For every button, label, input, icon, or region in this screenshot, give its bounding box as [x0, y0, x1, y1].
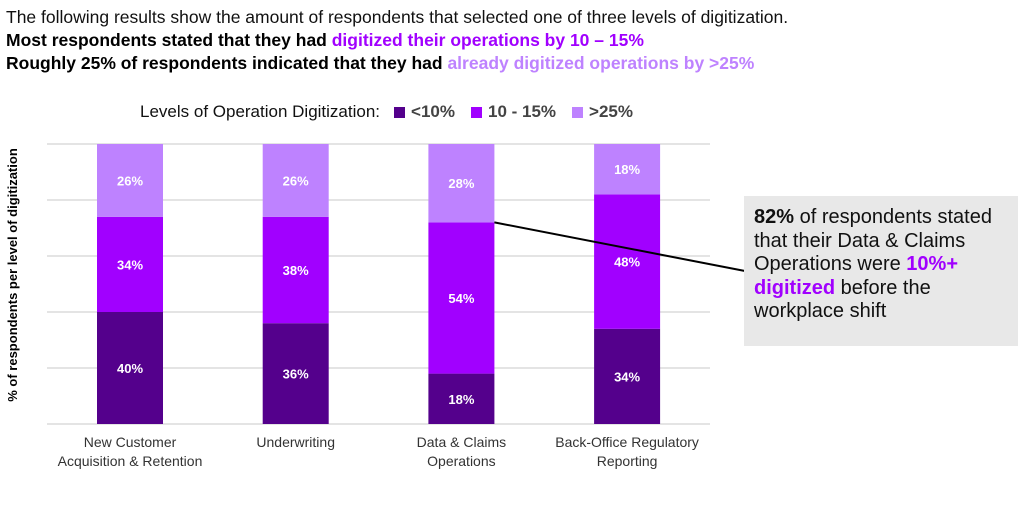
callout-box: 82% of respondents stated that their Dat… [744, 196, 1018, 346]
data-label: 18% [448, 392, 474, 407]
bar-segment [262, 323, 329, 424]
bar-segment [594, 144, 661, 195]
callout-text-2: before the workplace shift [754, 276, 931, 323]
data-label: 40% [117, 361, 143, 376]
legend-swatch-mid [470, 106, 482, 118]
bars [97, 144, 661, 424]
data-label: 26% [283, 173, 309, 188]
data-label: 34% [614, 369, 640, 384]
legend-label-high: >25% [589, 102, 633, 121]
legend-item-mid: 10 - 15% [470, 102, 557, 122]
header-line-2-prefix: Most respondents stated that they had [6, 30, 332, 50]
legend-swatch-high [572, 106, 584, 118]
legend-title: Levels of Operation Digitization: [140, 102, 381, 121]
x-tick-label: Underwriting [256, 434, 335, 450]
annotation-line [494, 221, 746, 272]
data-label: 34% [117, 257, 143, 272]
header-line-3-highlight: already digitized operations by >25% [447, 53, 755, 73]
legend-item-high: >25% [572, 102, 633, 122]
bar-segment [97, 144, 163, 217]
bar-segment [428, 373, 495, 424]
data-label: 54% [448, 291, 474, 306]
header-line-2: Most respondents stated that they had di… [6, 29, 644, 51]
callout-text-1: of respondents stated that their Data & … [754, 206, 992, 275]
header-line-3-prefix: Roughly 25% of respondents indicated tha… [6, 53, 448, 73]
data-label: 36% [283, 367, 309, 382]
bar-segment [97, 216, 163, 312]
callout-bold-lead: 82% [754, 206, 795, 228]
chart-legend: Levels of Operation Digitization: <10% 1… [140, 102, 649, 122]
header-line-1: The following results show the amount of… [6, 7, 789, 27]
bar-segment [262, 216, 329, 324]
bar-segment [428, 144, 495, 223]
bar-segment [428, 222, 495, 374]
legend-label-low: <10% [411, 102, 455, 121]
data-label: 48% [614, 255, 640, 270]
header-line-3: Roughly 25% of respondents indicated tha… [6, 52, 754, 74]
data-label: 26% [117, 173, 143, 188]
bar-segment [97, 312, 163, 424]
header-line-2-highlight: digitized their operations by 10 – 15% [331, 30, 644, 50]
legend-item-low: <10% [394, 102, 455, 122]
x-tick-label: New Customer Acquisition & Retention [57, 434, 203, 469]
bar-segment [594, 194, 661, 329]
data-label: 18% [614, 162, 640, 177]
data-labels: 40% 34% 26% 36% 38% 26% 18% 54% 28% 34% 48% 18% [117, 162, 641, 407]
data-label: 38% [283, 263, 309, 278]
legend-swatch-low [394, 106, 406, 118]
bar-segment [594, 328, 661, 424]
bar-segment [262, 144, 329, 217]
callout-highlight: 10%+ digitized [754, 253, 959, 299]
legend-label-mid: 10 - 15% [487, 102, 557, 121]
data-label: 28% [448, 176, 474, 191]
x-tick-label: Data & Claims Operations [416, 434, 507, 469]
x-tick-label: Back-Office Regulatory Reporting [555, 434, 699, 469]
